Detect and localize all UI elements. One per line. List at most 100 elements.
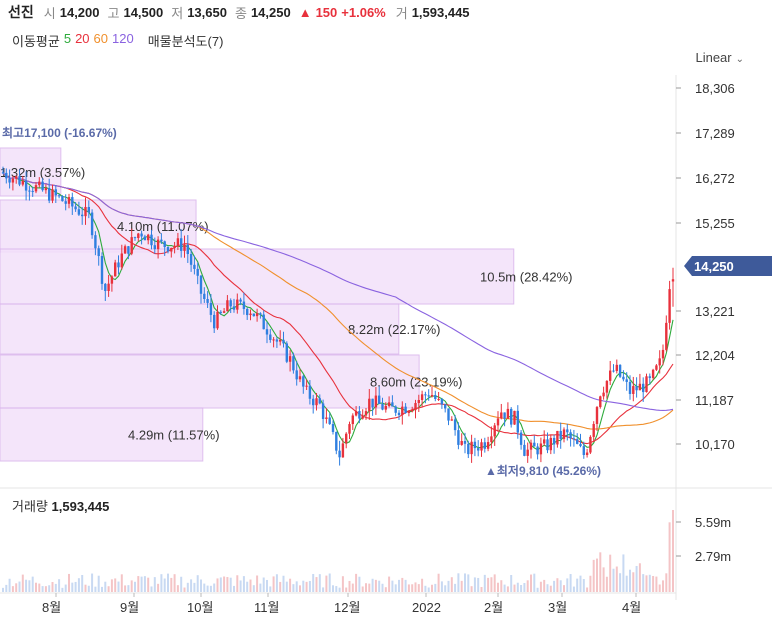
candle-body [265, 329, 269, 335]
candle-body [193, 264, 196, 269]
volume-bar [543, 579, 546, 592]
candle-body [222, 311, 226, 313]
volume-bar [259, 583, 262, 592]
candle-body [523, 444, 526, 456]
x-tick-label: 12월 [334, 600, 360, 615]
candle-body [209, 302, 213, 315]
candle-body [173, 245, 176, 248]
candle-body [477, 448, 480, 451]
candle-body [543, 439, 546, 444]
ma-60[interactable]: 60 [93, 31, 109, 46]
y-tick-label: 12,204 [695, 348, 735, 363]
volume-bar [576, 578, 579, 592]
volume-bar [566, 578, 569, 592]
volume-bar [110, 579, 113, 592]
candle-body [160, 239, 163, 242]
candle-body [552, 437, 556, 445]
volume-bar [312, 573, 315, 592]
volume-bar [586, 587, 589, 592]
candle-body [529, 442, 533, 450]
candle-body [430, 395, 434, 397]
volume-bar [638, 563, 641, 592]
y-tick-label: 17,289 [695, 126, 735, 141]
candle-body [354, 410, 358, 416]
scale-label: Linear [695, 50, 732, 65]
volume-bar [292, 584, 295, 592]
candle-body [275, 339, 279, 342]
volume-bar [48, 585, 51, 592]
ma-5[interactable]: 5 [63, 31, 72, 46]
volume-bar [672, 510, 674, 592]
volume-bar [21, 574, 24, 592]
volume-bar [8, 578, 11, 592]
volume-bar [371, 578, 374, 592]
low-label: 저 [171, 5, 184, 21]
volume-bar [167, 573, 169, 592]
candle-body [338, 450, 341, 458]
volume-bar [269, 586, 272, 592]
candle-body [199, 275, 203, 294]
candle-body [612, 370, 615, 372]
candle-body [321, 403, 325, 419]
candle-body [506, 408, 510, 419]
volume-bar [295, 581, 298, 592]
volume-bar [596, 558, 598, 592]
x-tick-label: 10월 [187, 600, 213, 615]
volume-bar [652, 575, 655, 592]
candle-body [364, 411, 368, 416]
y-tick-label: 13,221 [695, 304, 735, 319]
volume-bar [74, 581, 77, 592]
candle-body [232, 306, 236, 310]
ma-20[interactable]: 20 [75, 31, 90, 46]
candle-body [15, 176, 18, 179]
volume-bar [150, 586, 153, 592]
candle-body [71, 197, 74, 207]
volume-profile-label[interactable]: 매물분석도(7) [147, 34, 224, 49]
candle-body [120, 253, 123, 268]
candle-body [595, 407, 599, 424]
ma-120[interactable]: 120 [112, 31, 134, 46]
volume-bar [104, 581, 107, 592]
volume-bar [619, 573, 622, 592]
volume-bar [140, 576, 143, 592]
volume-bar [530, 574, 532, 592]
candle-body [622, 376, 625, 380]
candle-body [166, 247, 170, 252]
candle-body [48, 188, 51, 201]
scale-dropdown[interactable]: Linear ⌄ [695, 50, 744, 65]
volume-profile-label: 8.60m (23.19%) [370, 375, 463, 390]
volume-profile-zone [0, 248, 515, 305]
volume-bar [427, 587, 430, 592]
candle-body [549, 437, 552, 451]
candle-body [8, 178, 11, 183]
candle-body [463, 440, 467, 444]
volume-bar [483, 574, 486, 592]
volume-bar [285, 581, 288, 592]
volume-bar [414, 582, 417, 592]
candle-body [196, 268, 199, 276]
volume-bar [38, 583, 41, 592]
moving-average-label[interactable]: 이동평균 [12, 34, 60, 49]
candle-body [490, 436, 493, 443]
volume-bar [256, 575, 259, 592]
volume-bar [388, 576, 391, 592]
volume-bar [404, 579, 407, 592]
candle-body [104, 283, 107, 291]
open-value: 14,200 [59, 4, 100, 20]
volume-bar [318, 574, 321, 592]
volume-bar [170, 577, 173, 592]
ma-5-line [2, 172, 674, 451]
volume-bar [44, 586, 47, 592]
candle-body [444, 404, 447, 409]
volume-bar [77, 578, 80, 592]
volume-bar [648, 574, 651, 592]
candle-body [269, 334, 272, 340]
candle-body [147, 234, 150, 241]
volume-bar [101, 586, 103, 592]
volume-bar [454, 583, 457, 592]
volume-bar [345, 587, 348, 592]
candle-body [183, 244, 186, 251]
volume-bar [183, 587, 186, 592]
volume-bar [622, 554, 625, 592]
